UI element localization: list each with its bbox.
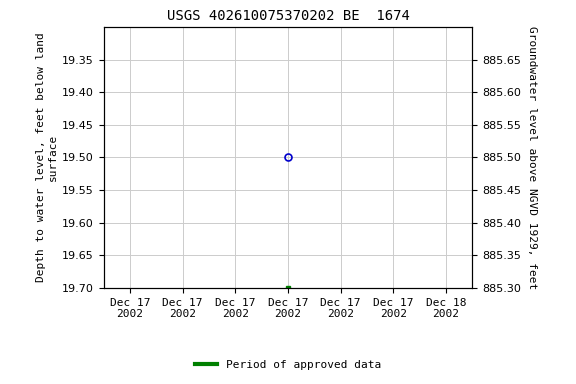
- Y-axis label: Depth to water level, feet below land
surface: Depth to water level, feet below land su…: [36, 33, 58, 282]
- Title: USGS 402610075370202 BE  1674: USGS 402610075370202 BE 1674: [166, 9, 410, 23]
- Legend: Period of approved data: Period of approved data: [191, 356, 385, 375]
- Y-axis label: Groundwater level above NGVD 1929, feet: Groundwater level above NGVD 1929, feet: [526, 26, 537, 289]
